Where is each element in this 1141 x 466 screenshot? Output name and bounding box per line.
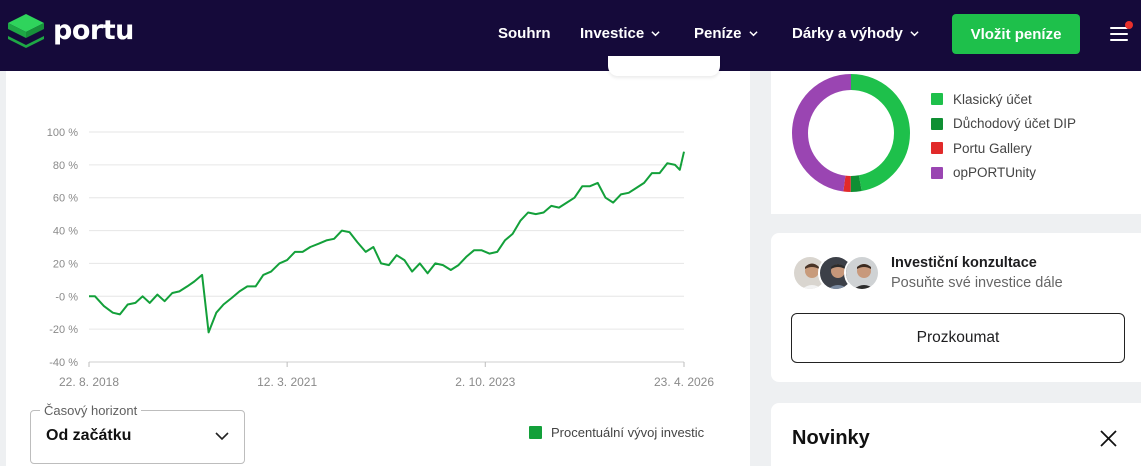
donut-slice[interactable] — [792, 74, 910, 192]
nav-item-souhrn[interactable]: Souhrn — [498, 25, 551, 42]
legend-label: Klasický účet — [953, 91, 1032, 107]
logo-text: portu — [53, 14, 134, 46]
allocation-legend: Klasický účet Důchodový účet DIP Portu G… — [931, 87, 1076, 185]
chevron-down-icon[interactable] — [215, 431, 229, 441]
legend-item-opportunity[interactable]: opPORTUnity — [931, 161, 1076, 186]
performance-line-chart: 100 % 80 % 60 % 40 % 20 % -0 % -20 % -40 % 22. … — [47, 127, 715, 389]
hamburger-icon[interactable] — [1108, 24, 1130, 44]
nav-label: Investice — [580, 25, 645, 42]
legend-swatch — [529, 426, 542, 439]
nav-item-investice[interactable]: Investice — [580, 25, 660, 42]
chevron-down-icon — [910, 31, 919, 37]
y-tick-label: 40 % — [53, 226, 78, 238]
deposit-money-button[interactable]: Vložit peníze — [952, 14, 1080, 54]
consultation-title: Investiční konzultace — [891, 255, 1037, 271]
legend-label: Portu Gallery — [953, 140, 1032, 156]
donut-slice[interactable] — [792, 74, 910, 192]
portfolio-allocation-card — [771, 71, 1141, 214]
time-horizon-label: Časový horizont — [40, 403, 142, 418]
nav-label: Dárky a výhody — [792, 25, 903, 42]
nav-label: Peníze — [694, 25, 742, 42]
period-tabs-edge — [608, 56, 720, 76]
allocation-donut-chart — [792, 74, 910, 192]
news-title: Novinky — [792, 427, 870, 449]
x-tick-label: 23. 4. 2026 — [654, 375, 714, 389]
portu-logo-icon — [8, 14, 44, 48]
explore-button[interactable]: Prozkoumat — [791, 313, 1125, 363]
series-line — [89, 151, 685, 334]
legend-item-duchodovy-ucet-dip[interactable]: Důchodový účet DIP — [931, 112, 1076, 137]
y-tick-label: -20 % — [49, 324, 78, 336]
legend-swatch — [931, 142, 943, 155]
y-tick-label: -0 % — [55, 291, 78, 303]
y-tick-label: 100 % — [47, 127, 78, 139]
chevron-down-icon — [651, 31, 660, 37]
legend-item-portu-gallery[interactable]: Portu Gallery — [931, 136, 1076, 161]
notification-dot — [1125, 21, 1133, 29]
close-icon[interactable] — [1099, 429, 1118, 448]
legend-swatch — [931, 166, 943, 179]
y-tick-label: 60 % — [53, 193, 78, 205]
chevron-down-icon — [748, 31, 758, 37]
legend-label: Důchodový účet DIP — [953, 116, 1077, 132]
y-tick-label: 80 % — [53, 160, 78, 172]
legend-label: Procentuální vývoj investic — [551, 425, 705, 440]
x-tick-label: 2. 10. 2023 — [455, 375, 515, 389]
portu-logo[interactable]: portu — [6, 12, 134, 52]
x-tick-label: 12. 3. 2021 — [257, 375, 317, 389]
consultation-subtitle: Posuňte své investice dále — [891, 275, 1063, 291]
legend-label: opPORTUnity — [953, 165, 1037, 181]
avatar — [844, 255, 880, 291]
time-horizon-value: Od začátku — [46, 427, 132, 444]
consultant-avatars — [792, 255, 880, 291]
nav-item-darky-a-vyhody[interactable]: Dárky a výhody — [792, 25, 919, 42]
y-tick-label: -40 % — [49, 357, 78, 369]
legend-swatch — [931, 93, 943, 106]
x-tick-label: 22. 8. 2018 — [59, 375, 119, 389]
performance-card — [6, 71, 750, 466]
chart-legend: Procentuální vývoj investic — [529, 425, 704, 440]
nav-item-penize[interactable]: Peníze — [694, 25, 758, 42]
news-card — [771, 403, 1141, 466]
nav-label: Souhrn — [498, 25, 551, 42]
legend-item-klasicky-ucet[interactable]: Klasický účet — [931, 87, 1076, 112]
time-horizon-select[interactable] — [30, 410, 245, 464]
y-tick-label: 20 % — [53, 258, 78, 270]
legend-swatch — [931, 117, 943, 130]
top-navigation-bar: portu Souhrn Investice Peníze Dárky a vý… — [0, 0, 1141, 71]
